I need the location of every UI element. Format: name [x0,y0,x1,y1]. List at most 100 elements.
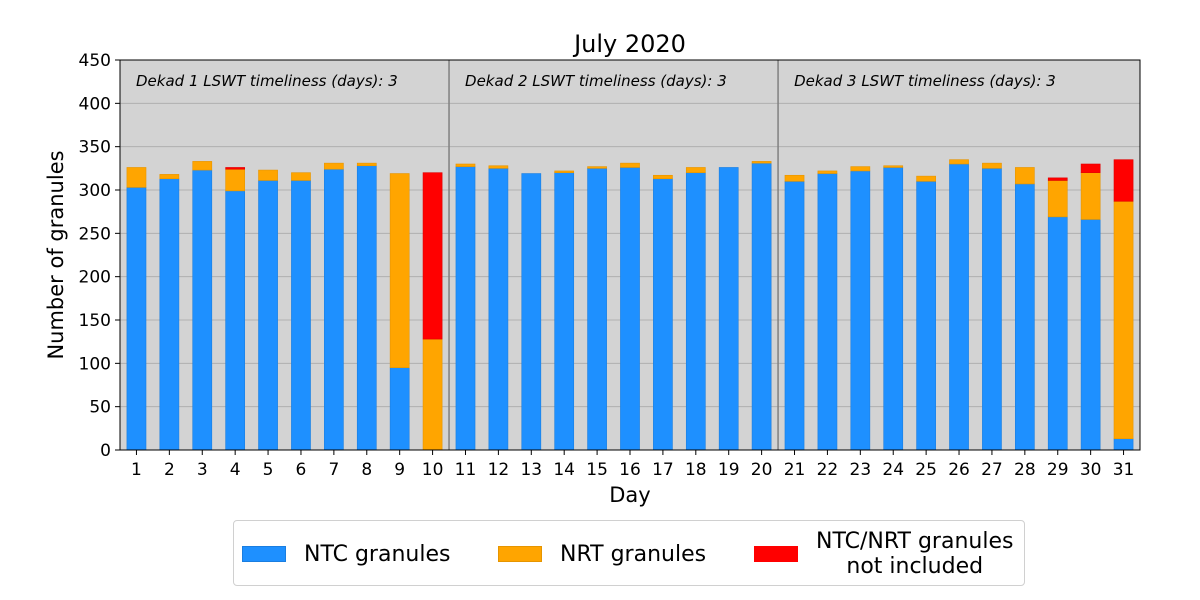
legend-label-nrt: NRT granules [560,541,707,567]
x-tick-label: 30 [1080,460,1102,480]
x-tick-label: 2 [164,460,175,480]
bar-segment [949,159,969,165]
bar-segment [258,180,278,451]
x-tick-label: 15 [586,460,608,480]
bar-segment [225,168,246,192]
bar-segment [225,190,246,451]
y-tick-label: 350 [79,138,111,158]
bar-segment [587,168,607,451]
x-tick-label: 16 [619,460,641,480]
x-tick-label: 31 [1113,460,1135,480]
x-tick-label: 19 [718,460,740,480]
bar-segment [685,172,706,451]
bar-segment [324,168,344,451]
y-tick-label: 150 [79,311,111,331]
x-tick-label: 10 [422,460,444,480]
x-tick-label: 9 [394,460,405,480]
bar-segment [1014,167,1035,185]
bar-segment [1113,159,1134,202]
x-tick-label: 3 [197,460,208,480]
bar-segment [554,170,575,173]
bar-segment [1047,177,1068,181]
x-tick-label: 27 [981,460,1003,480]
bar-segment [389,173,410,368]
x-tick-label: 20 [751,460,773,480]
y-tick-label: 200 [79,268,111,288]
bar-segment [751,162,772,451]
bar-segment [1047,216,1068,451]
bar-segment [159,178,180,451]
bar-segment [291,172,311,181]
bar-segment [653,174,673,180]
bar-segment [1080,163,1101,173]
bar-segment [751,161,772,164]
legend-item-nrt: NRT granules [498,521,706,587]
bar-segment [455,163,476,167]
bar-segment [324,162,344,170]
bar-segment [982,168,1002,451]
x-tick-label: 14 [553,460,575,480]
x-tick-label: 25 [915,460,937,480]
bar-segment [291,180,311,451]
bars-group [126,159,1134,451]
y-axis-label: Number of granules [44,150,68,359]
bar-segment [1113,438,1134,451]
bar-segment [126,187,147,451]
y-tick-label: 50 [89,398,111,418]
bar-segment [850,166,871,172]
bar-segment [554,172,575,451]
bar-segment [356,162,377,167]
x-tick-label: 18 [685,460,707,480]
bar-segment [653,178,673,451]
y-tick-label: 400 [79,94,111,114]
bar-segment [126,167,147,188]
y-tick-label: 250 [79,224,111,244]
x-tick-label: 7 [328,460,339,480]
chart-title: July 2020 [572,30,686,58]
legend-item-ntc: NTC granules [242,521,450,587]
legend: NTC granules NRT granules NTC/NRT granul… [233,520,1025,586]
bar-segment [620,167,640,451]
dekad-annotation: Dekad 2 LSWT timeliness (days): 3 [465,72,727,90]
bar-segment [1014,183,1035,451]
x-tick-label: 28 [1014,460,1036,480]
bar-segment [916,175,936,182]
bar-segment [817,173,838,451]
y-tick-label: 300 [79,181,111,201]
legend-label-not-included: NTC/NRT granules not included [816,529,1014,579]
x-tick-label: 26 [948,460,970,480]
bar-segment [1047,180,1068,218]
x-axis-label: Day [609,483,650,507]
x-tick-label: 29 [1047,460,1069,480]
bar-segment [784,174,805,182]
bar-segment [1080,219,1101,451]
bar-segment [883,165,904,168]
dekad-annotation: Dekad 3 LSWT timeliness (days): 3 [794,72,1056,90]
bar-segment [521,173,542,451]
bar-segment [817,170,838,174]
x-tick-label: 8 [361,460,372,480]
bar-segment [455,166,476,451]
x-tick-label: 5 [263,460,274,480]
legend-label-ntc: NTC granules [304,541,451,567]
dekad-dividers [448,60,779,450]
bar-segment [389,367,410,451]
x-tick-label: 23 [850,460,872,480]
bar-segment [192,161,213,171]
x-tick-label: 22 [817,460,839,480]
bar-segment [356,165,377,451]
bar-segment [488,168,509,451]
x-tick-label: 11 [455,460,477,480]
legend-item-not-included: NTC/NRT granules not included [754,521,1013,587]
bar-segment [949,163,969,451]
bar-segment [192,169,213,451]
x-tick-label: 6 [296,460,307,480]
bar-segment [422,172,443,340]
bar-segment [850,170,871,451]
x-tick-label: 13 [520,460,542,480]
bar-segment [1080,172,1101,220]
x-tick-label: 21 [784,460,806,480]
dekad-annotation: Dekad 1 LSWT timeliness (days): 3 [136,72,398,90]
bar-segment [225,167,246,170]
